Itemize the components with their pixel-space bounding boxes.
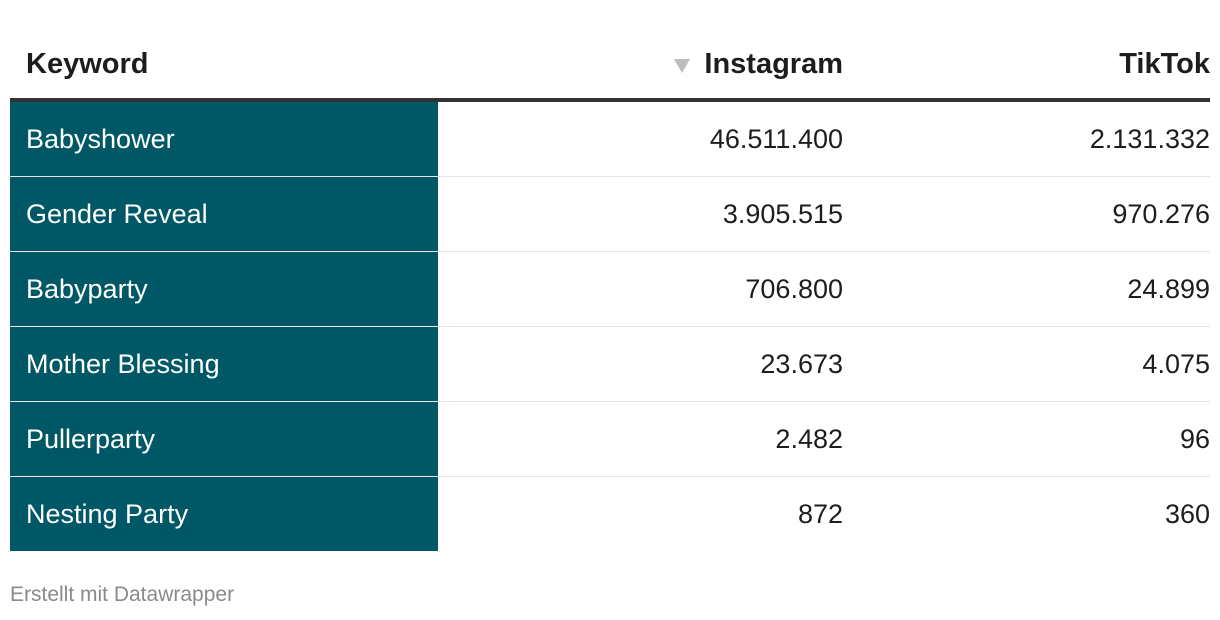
keyword-cell: Mother Blessing (10, 327, 438, 401)
tiktok-value: 96 (1179, 424, 1210, 454)
keyword-label: Mother Blessing (26, 349, 220, 379)
tiktok-value: 24.899 (1127, 274, 1210, 304)
instagram-value: 46.511.400 (709, 124, 843, 154)
table-header: Keyword Instagram TikTok (10, 0, 1210, 102)
table-row: Babyparty 706.800 24.899 (10, 252, 1210, 327)
keyword-cell: Pullerparty (10, 402, 438, 476)
keyword-label: Babyparty (26, 274, 148, 304)
keyword-label: Pullerparty (26, 424, 156, 454)
sort-descending-icon[interactable] (674, 59, 691, 73)
keyword-cell: Nesting Party (10, 477, 438, 551)
instagram-value: 23.673 (760, 349, 843, 379)
instagram-value: 3.905.515 (722, 199, 843, 229)
keyword-label: Gender Reveal (26, 199, 208, 229)
instagram-value: 706.800 (745, 274, 843, 304)
keyword-label: Nesting Party (26, 499, 189, 529)
tiktok-value: 2.131.332 (1089, 124, 1210, 154)
instagram-value: 872 (797, 499, 843, 529)
tiktok-value: 360 (1164, 499, 1210, 529)
table-row: Nesting Party 872 360 (10, 477, 1210, 551)
keyword-cell: Babyparty (10, 252, 438, 326)
column-header-keyword: Keyword (26, 48, 149, 80)
column-header-tiktok: TikTok (1119, 48, 1210, 80)
table-row: Gender Reveal 3.905.515 970.276 (10, 177, 1210, 252)
keyword-label: Babyshower (26, 124, 175, 154)
credit-link[interactable]: Erstellt mit Datawrapper (10, 583, 235, 606)
tiktok-value: 970.276 (1112, 199, 1210, 229)
instagram-value: 2.482 (775, 424, 843, 454)
column-header-instagram[interactable]: Instagram (674, 44, 843, 84)
table-row: Pullerparty 2.482 96 (10, 402, 1210, 477)
column-header-instagram-label: Instagram (704, 48, 843, 80)
keyword-cell: Babyshower (10, 102, 438, 176)
data-table: Keyword Instagram TikTok Babyshower 46.5… (10, 0, 1210, 551)
keyword-cell: Gender Reveal (10, 177, 438, 251)
table-row: Mother Blessing 23.673 4.075 (10, 327, 1210, 402)
table-row: Babyshower 46.511.400 2.131.332 (10, 102, 1210, 177)
tiktok-value: 4.075 (1142, 349, 1210, 379)
